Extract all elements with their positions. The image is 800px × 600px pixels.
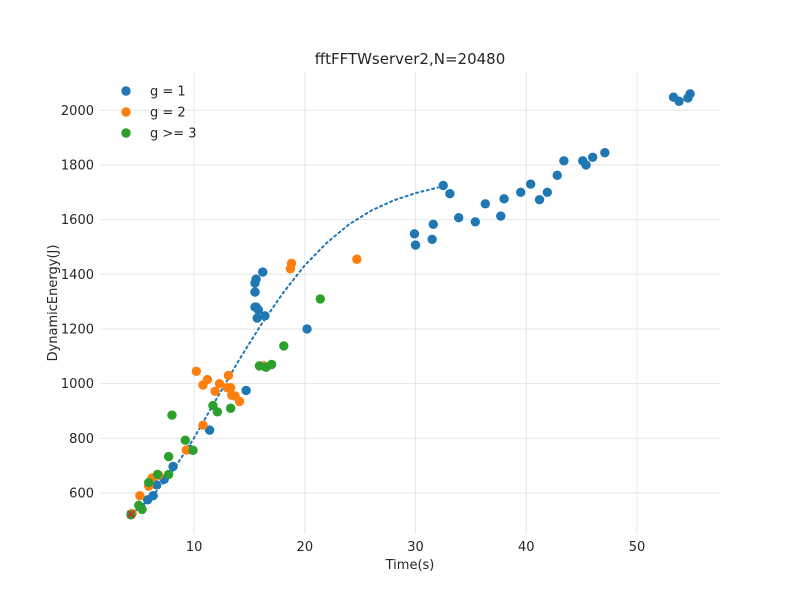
data-point [279,341,289,351]
data-point [251,274,261,284]
data-point [559,156,569,166]
data-point [409,229,420,239]
data-point [480,199,490,209]
data-point [552,170,562,181]
chart-title: fftFFTWserver2,N=20480 [315,50,506,68]
data-point [266,359,277,370]
data-point [302,324,312,334]
data-point [214,378,225,389]
data-point [427,234,437,245]
data-point [225,383,236,393]
x-axis-label: Time(s) [385,558,435,573]
data-point [223,370,234,381]
data-point [167,410,177,420]
data-point [685,89,695,99]
data-point [260,311,270,321]
data-points-layer [126,89,695,520]
trend-line [130,186,439,516]
legend-label: g = 2 [150,106,186,121]
y-axis-label: DynamicEnergy(J) [46,245,61,362]
y-tick-label: 600 [69,486,94,501]
data-point [188,445,198,456]
data-point [180,435,190,445]
data-point [445,188,455,199]
data-point [581,160,591,170]
plot-area [100,72,720,534]
y-tick-label: 1200 [61,322,94,337]
data-point [674,96,684,106]
data-point [252,313,262,323]
y-tick-label: 1800 [61,158,94,173]
data-point [210,386,220,396]
data-point [470,217,481,227]
data-point [198,420,208,430]
data-point [454,213,464,223]
y-tick-labels: 600 800 1000 1200 1400 1600 1800 2000 [61,104,94,502]
data-point [534,194,545,205]
data-point [587,152,598,162]
data-point [202,374,213,385]
x-marker-stroke [126,510,136,519]
data-point [168,461,178,472]
x-tick-labels: 10 20 30 40 50 [186,540,645,555]
trend-line-layer [130,186,439,516]
data-point [352,254,362,264]
data-point [148,491,158,501]
y-tick-label: 1600 [61,213,94,228]
x-tick-label: 30 [407,540,424,555]
data-point [496,211,506,221]
data-point [151,480,162,490]
data-point [241,385,251,396]
legend-label: g = 1 [150,85,186,100]
data-point [163,469,174,480]
x-tick-label: 50 [629,540,646,555]
legend-label: g >= 3 [150,127,197,142]
data-point [225,403,236,413]
data-point [516,187,526,197]
series-1 [126,89,695,520]
data-point [286,258,297,269]
data-point [250,287,260,297]
data-point [135,491,145,501]
data-point [542,187,552,197]
data-point [438,180,448,191]
x-tick-label: 20 [297,540,314,555]
y-tick-label: 1400 [61,268,94,283]
data-point [525,179,536,189]
data-point [315,294,326,304]
legend-marker [121,107,131,117]
data-point [163,451,174,462]
data-point [410,240,421,250]
data-point [600,147,610,158]
data-point [258,267,268,277]
data-point [144,477,154,488]
data-point [428,219,438,229]
data-point [137,504,147,515]
data-point [181,445,192,455]
data-point [253,305,264,315]
data-point [204,425,215,435]
y-tick-label: 2000 [61,104,94,119]
data-point [499,194,509,204]
x-tick-label: 40 [518,540,535,555]
data-point [191,366,202,377]
data-point [152,469,163,480]
legend: g = 1 g = 2 g >= 3 [121,85,197,142]
legend-marker [121,86,131,96]
x-tick-label: 10 [186,540,203,555]
y-tick-label: 800 [69,432,94,447]
data-point [234,396,245,407]
special-markers-layer [126,510,136,519]
data-point [212,407,223,417]
legend-marker [121,128,131,138]
series-3 [126,294,326,520]
y-tick-label: 1000 [61,377,94,392]
